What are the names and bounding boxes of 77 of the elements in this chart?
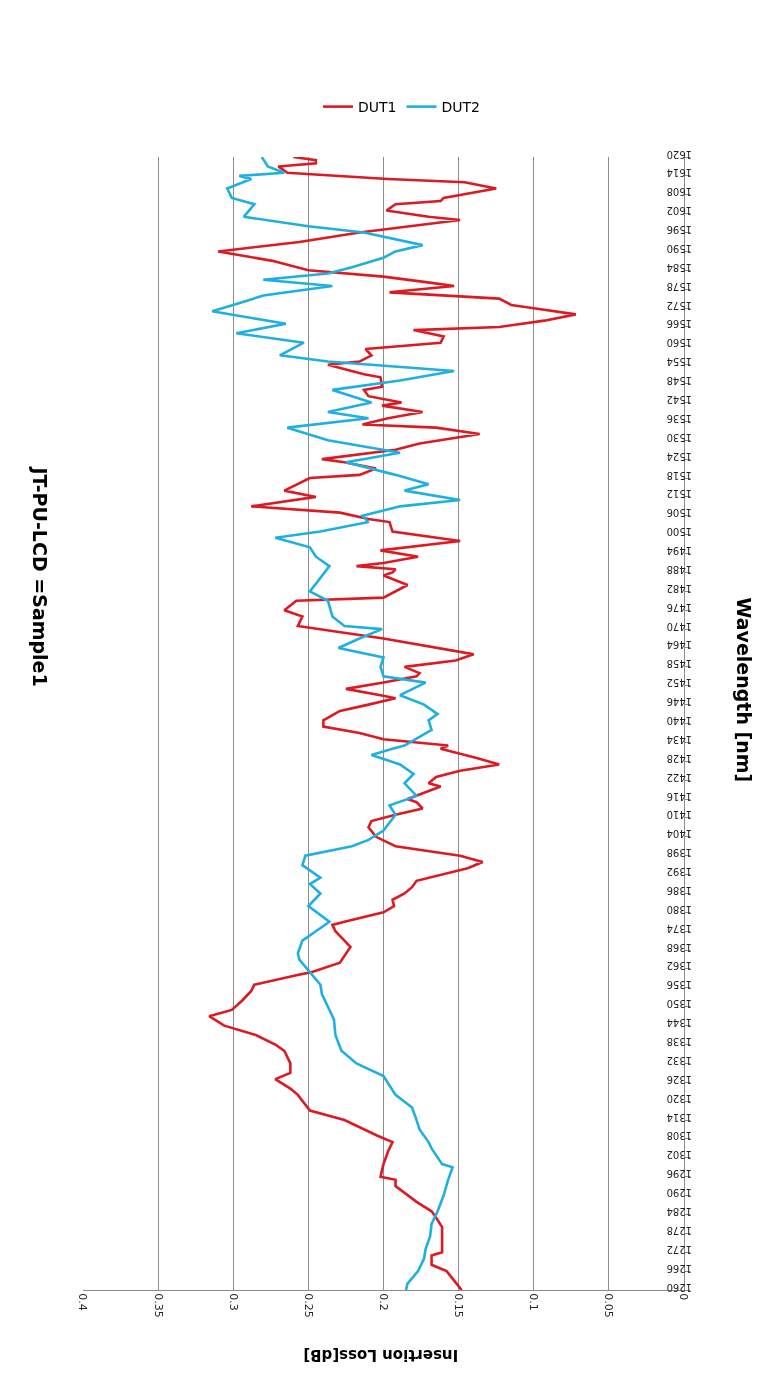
line-series (210, 157, 462, 1290)
y-tick-label: 1428 (666, 752, 692, 764)
y-tick-label: 1404 (666, 828, 692, 840)
y-tick-label: 1266 (666, 1262, 692, 1274)
y-tick-label: 1272 (666, 1243, 692, 1255)
y-tick-label: 1572 (666, 299, 692, 311)
y-tick-label: 1320 (666, 1092, 692, 1104)
y-tick-label: 1476 (666, 601, 692, 613)
x-tick-label: 0 (677, 1293, 691, 1301)
y-tick-label: 1560 (666, 337, 692, 349)
y-tick-label: 1446 (666, 696, 692, 708)
y-tick-label: 1398 (666, 847, 692, 859)
y-tick-label: 1452 (666, 677, 692, 689)
line-series (207, 157, 578, 1290)
y-tick-label: 1482 (666, 582, 692, 594)
y-tick-label: 1422 (666, 771, 692, 783)
y-tick-label: 1278 (666, 1224, 692, 1236)
y-tick-label: 1584 (666, 261, 692, 273)
y-tick-label: 1386 (666, 884, 692, 896)
y-tick-label: 1464 (666, 639, 692, 651)
y-tick-label: 1578 (666, 280, 692, 292)
x-tick-label: 0.2 (376, 1293, 390, 1311)
y-tick-label: 1542 (666, 393, 692, 405)
x-tick-label: 0.3 (226, 1293, 240, 1311)
y-tick-label: 1410 (666, 809, 692, 821)
x-tick-label: 0.4 (76, 1293, 90, 1311)
y-tick-label: 1308 (666, 1130, 692, 1142)
y-tick-label: 1302 (666, 1149, 692, 1161)
y-tick-label: 1524 (666, 450, 692, 462)
y-tick-label: 1350 (666, 998, 692, 1010)
y-tick-label: 1518 (666, 469, 692, 481)
x-tick-label: 0.1 (527, 1293, 541, 1311)
y-tick-label: 1260 (666, 1281, 692, 1293)
y-tick-label: 1440 (666, 715, 692, 726)
y-tick-label: 1356 (666, 979, 692, 991)
y-tick-label: 1416 (666, 790, 692, 802)
y-tick-label: 1614 (666, 167, 692, 179)
y-tick-label: 1368 (666, 941, 692, 953)
y-tick-label: 1596 (666, 224, 692, 236)
y-tick-label: 1530 (666, 431, 692, 443)
y-tick-label: 1554 (666, 356, 692, 368)
y-tick-label: 1392 (666, 866, 692, 878)
y-tick-label: 1374 (666, 922, 692, 934)
y-tick-label: 1470 (666, 620, 692, 632)
y-tick-label: 1344 (666, 1017, 692, 1029)
y-tick-label: 1284 (666, 1205, 692, 1217)
y-tick-label: 1380 (666, 903, 692, 915)
x-tick-label: 0.15 (452, 1293, 466, 1318)
y-tick-label: 1326 (666, 1073, 692, 1085)
y-tick-label: 1512 (666, 488, 692, 500)
y-tick-label: 1620 (666, 148, 692, 160)
x-tick-label: 0.25 (301, 1293, 315, 1318)
y-tick-label: 1434 (666, 733, 692, 745)
y-tick-label: 1536 (666, 412, 692, 424)
y-tick-label: 1608 (666, 186, 692, 198)
y-tick-label: 1290 (666, 1187, 692, 1199)
y-tick-label: 1458 (666, 658, 692, 670)
y-tick-label: 1506 (666, 507, 692, 519)
y-tick-label: 1296 (666, 1168, 692, 1180)
y-tick-label: 1602 (666, 205, 692, 217)
y-tick-label: 1590 (666, 242, 692, 254)
y-tick-label: 1362 (666, 960, 692, 972)
y-tick-label: 1548 (666, 375, 692, 387)
y-tick-label: 1332 (666, 1054, 692, 1066)
x-tick-label: 0.05 (602, 1293, 616, 1318)
x-tick-label: 0.35 (151, 1293, 165, 1318)
y-tick-label: 1338 (666, 1036, 692, 1048)
y-tick-label: 1314 (666, 1111, 692, 1123)
y-axis-title: Wavelength [nm] (732, 597, 755, 783)
legend-label: DUT1 (358, 99, 397, 116)
y-tick-label: 1500 (666, 526, 692, 538)
y-tick-label: 1488 (666, 563, 692, 575)
y-tick-label: 1566 (666, 318, 692, 330)
y-tick-label: 1494 (666, 545, 692, 557)
legend-label: DUT2 (441, 99, 481, 116)
text: JT-PU-LCD =Sample1 (28, 465, 51, 687)
x-axis-title: Insertion Loss[dB] (303, 1346, 459, 1365)
